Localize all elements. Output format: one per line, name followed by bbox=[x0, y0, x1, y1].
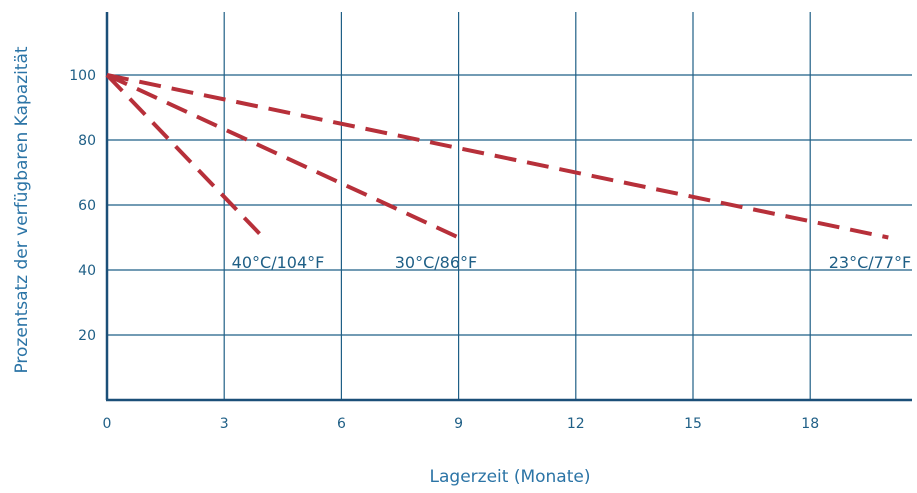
x-tick-label: 0 bbox=[103, 416, 112, 432]
x-tick-label: 6 bbox=[337, 416, 346, 432]
series-label-1: 40°C/104°F bbox=[232, 253, 325, 272]
tick-labels: 20 40 60 80 100 0 3 6 9 12 15 18 bbox=[69, 68, 819, 432]
y-tick-label: 60 bbox=[78, 198, 96, 214]
y-axis-title: Prozentsatz der verfügbaren Kapazität bbox=[12, 46, 32, 373]
grid bbox=[107, 12, 912, 400]
y-tick-label: 100 bbox=[69, 68, 96, 84]
series-label-2: 30°C/86°F bbox=[395, 253, 477, 272]
series-line-3 bbox=[106, 73, 889, 240]
x-axis-title: Lagerzeit (Monate) bbox=[430, 467, 591, 487]
x-tick-label: 18 bbox=[801, 416, 819, 432]
x-tick-label: 15 bbox=[684, 416, 702, 432]
x-tick-label: 3 bbox=[220, 416, 229, 432]
x-tick-label: 12 bbox=[567, 416, 585, 432]
x-tick-label: 9 bbox=[454, 416, 463, 432]
series-line-2 bbox=[106, 73, 460, 240]
y-tick-label: 80 bbox=[78, 133, 96, 149]
series-line-1 bbox=[105, 73, 265, 239]
series-labels: 40°C/104°F 30°C/86°F 23°C/77°F bbox=[232, 253, 912, 272]
axes bbox=[105, 12, 912, 402]
series-lines bbox=[105, 73, 889, 240]
y-tick-label: 40 bbox=[78, 263, 96, 279]
y-tick-label: 20 bbox=[78, 328, 96, 344]
series-label-3: 23°C/77°F bbox=[829, 253, 911, 272]
